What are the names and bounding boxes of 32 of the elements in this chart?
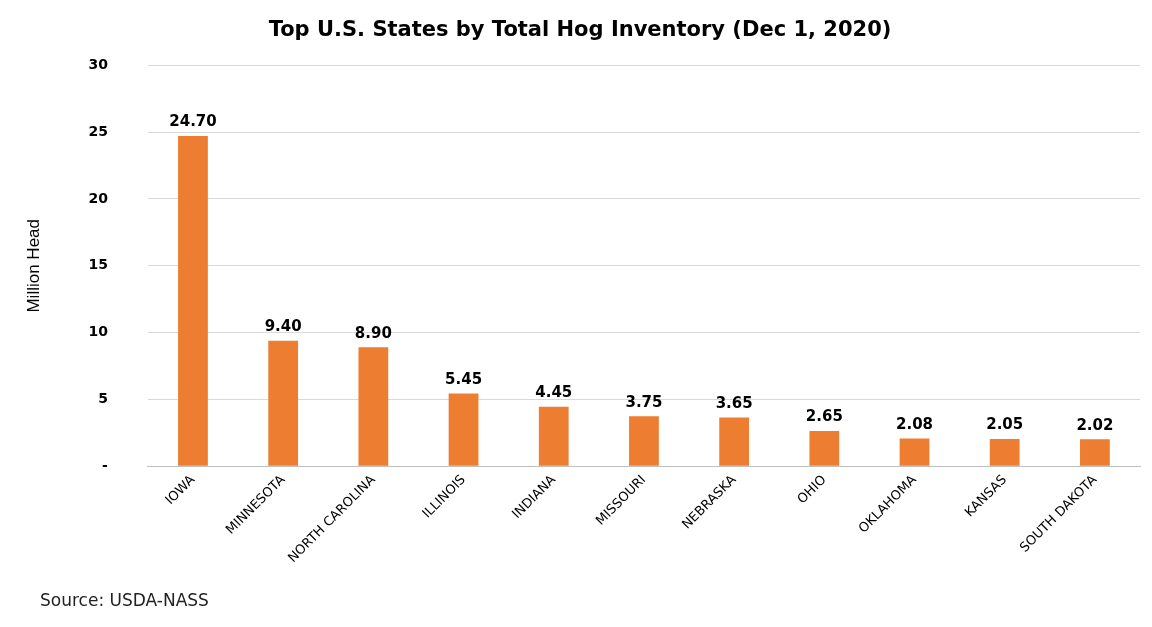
bar (178, 136, 208, 466)
bar (809, 430, 840, 466)
bar (719, 417, 750, 466)
bar (629, 416, 659, 466)
y-tick-label: 15 (88, 256, 108, 273)
data-label: 2.05 (986, 415, 1024, 434)
bar (1080, 439, 1110, 466)
data-label: 9.40 (264, 317, 302, 336)
data-label: 3.65 (715, 393, 753, 412)
data-label: 2.08 (896, 414, 934, 433)
bar (448, 393, 479, 466)
data-label: 5.45 (445, 369, 483, 388)
y-tick-label: 30 (88, 55, 109, 72)
data-label: 4.45 (535, 383, 573, 402)
y-tick-label: 20 (88, 189, 109, 206)
source-note: Source: USDA-NASS (40, 590, 209, 611)
y-tick-label: 5 (98, 390, 108, 407)
data-label: 2.02 (1076, 415, 1114, 434)
data-label: 24.70 (169, 112, 217, 131)
bar (538, 406, 569, 466)
y-tick-label: 10 (88, 323, 109, 340)
y-tick-label: - (102, 457, 109, 473)
data-label: 3.75 (625, 392, 663, 411)
bar (989, 438, 1020, 466)
y-tick-label: 25 (88, 122, 108, 139)
chart-title: Top U.S. States by Total Hog Inventory (Dec 1, 2020) (268, 17, 892, 42)
data-label: 2.65 (805, 407, 843, 426)
data-label: 8.90 (354, 323, 392, 342)
y-axis-title: Million Head (23, 219, 43, 313)
bar (899, 438, 930, 466)
bar (268, 340, 299, 466)
bar (358, 347, 389, 466)
